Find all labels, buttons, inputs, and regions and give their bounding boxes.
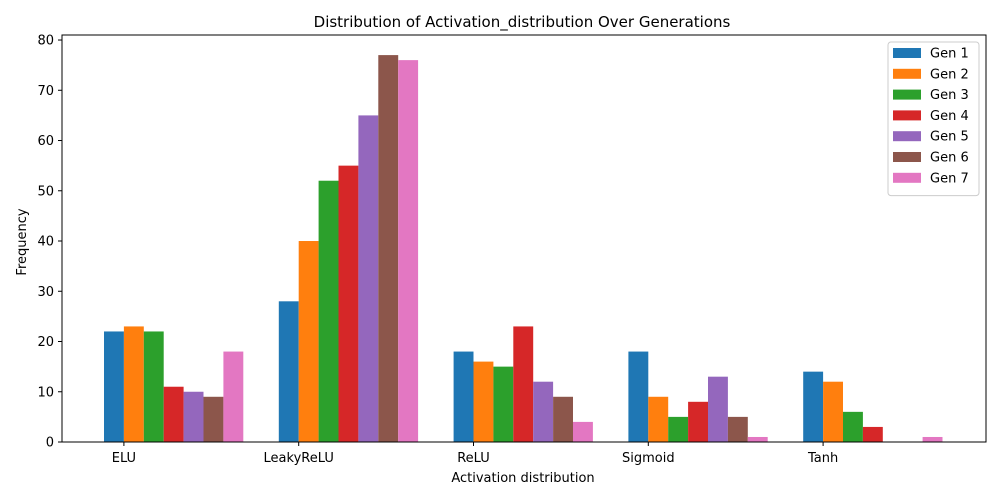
bar-gen4-tanh [862,426,883,442]
x-tick-label: ELU [112,451,136,466]
x-tick-label: Tanh [807,451,838,466]
bar-gen3-sigmoid [668,416,689,442]
legend-label: Gen 4 [930,109,969,124]
bar-gen6-leakyrelu [378,55,399,442]
legend: Gen 1 Gen 2 Gen 3 Gen 4 Gen 5 Gen 6 Gen 7 [887,41,980,197]
bar-gen5-elu [183,391,204,442]
bar-gen7-tanh [922,436,943,442]
bar-gen1-relu [453,351,474,442]
y-tick-label: 0 [46,436,54,451]
bar-gen1-tanh [803,371,824,442]
legend-swatch [893,48,921,58]
y-axis-ticks: 0 10 20 30 40 50 60 70 80 [37,34,62,451]
x-axis-ticks: ELU LeakyReLU ReLU Sigmoid Tanh [112,442,838,466]
x-axis-label: Activation distribution [451,471,594,486]
bar-gen6-relu [553,396,573,442]
bar-gen4-elu [163,386,184,442]
bar-gen2-elu [123,326,144,442]
y-tick-label: 50 [37,184,54,199]
y-tick-label: 20 [37,335,54,350]
bar-gen7-sigmoid [747,436,768,442]
bars-group [104,55,943,443]
legend-swatch [893,152,921,162]
bar-gen5-sigmoid [708,376,728,442]
legend-label: Gen 7 [930,171,969,186]
legend-label: Gen 5 [930,130,969,145]
legend-label: Gen 6 [930,151,969,166]
y-tick-label: 10 [37,385,54,400]
bar-gen6-elu [203,396,224,442]
bar-gen4-sigmoid [688,401,708,442]
y-tick-label: 70 [37,84,54,99]
legend-swatch [893,89,921,100]
legend-swatch [893,131,921,142]
bar-gen5-relu [533,381,554,442]
x-tick-label: ReLU [457,451,490,466]
legend-swatch [893,68,921,79]
bar-gen3-elu [143,331,164,442]
legend-label: Gen 2 [930,67,969,82]
bar-gen2-relu [473,361,494,442]
bar-gen2-tanh [823,381,843,442]
bar-gen3-leakyrelu [318,180,339,442]
bar-gen7-elu [223,351,244,442]
bar-gen3-relu [493,366,514,442]
x-tick-label: LeakyReLU [264,451,334,466]
bar-gen1-leakyrelu [278,301,299,442]
y-tick-label: 80 [37,34,54,49]
bar-gen2-sigmoid [648,396,669,442]
legend-label: Gen 1 [930,47,969,62]
bar-gen4-relu [513,326,534,442]
y-tick-label: 60 [37,134,54,149]
legend-swatch [893,172,921,183]
bar-gen7-relu [573,421,593,442]
bar-gen1-sigmoid [628,351,649,442]
chart-title: Distribution of Activation_distribution … [314,13,731,32]
bar-gen5-leakyrelu [358,115,379,443]
legend-label: Gen 3 [930,88,969,103]
bar-gen4-leakyrelu [338,165,359,442]
plot-frame [61,34,987,443]
bar-gen7-leakyrelu [398,60,419,443]
y-tick-label: 30 [37,285,54,300]
bar-gen1-elu [104,331,124,442]
bar-gen6-sigmoid [727,416,748,442]
y-tick-label: 40 [37,235,54,250]
y-axis-label: Frequency [15,208,30,275]
x-tick-label: Sigmoid [622,451,675,466]
bar-gen3-tanh [843,411,863,442]
legend-swatch [893,110,921,121]
bar-gen2-leakyrelu [298,241,319,442]
